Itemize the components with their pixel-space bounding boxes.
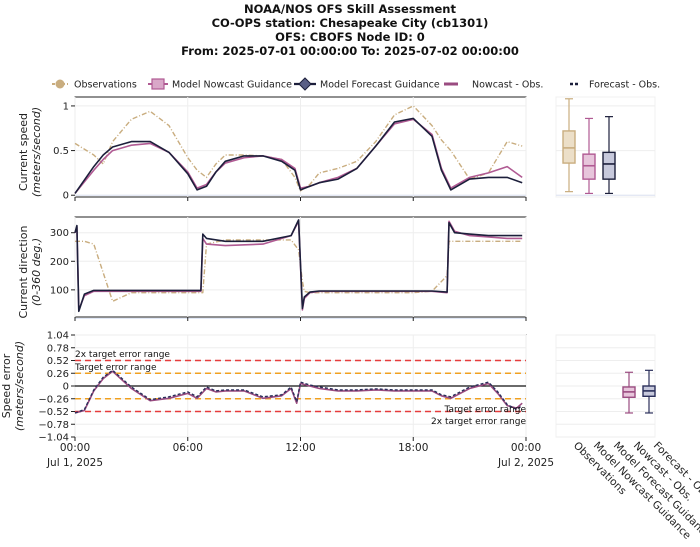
x-tick-label-4: 00:00 — [511, 442, 541, 454]
legend-item-nowcast-error[interactable]: Nowcast - Obs. — [444, 80, 543, 91]
y-tick-label-1-1: 200 — [50, 257, 69, 268]
annotation-upper-2x: 2x target error range — [75, 350, 170, 360]
legend-marker-nowcast — [151, 78, 165, 90]
y-tick-label-0-2: 1 — [63, 101, 69, 112]
box-body-0-0 — [562, 130, 576, 164]
time-series-panel-0: 00.51 — [53, 96, 527, 202]
annotation-upper-1x: Target error range — [74, 363, 157, 373]
x-axis: 00:00 06:00 12:00 18:00 00:00 Jul 1, 2025 Jul … — [46, 442, 554, 469]
y-tick-label-1-0: 100 — [50, 285, 69, 296]
y-tick-label-2-3: −0.26 — [38, 394, 69, 405]
legend-label-forecast-error: Forecast - Obs. — [589, 80, 660, 91]
series-line-0-0 — [74, 105, 523, 192]
y-title-speed-unit: (meters/second) — [30, 107, 43, 197]
time-series-panel-1: 100 200 300 — [50, 216, 527, 321]
y-title-direction: Current direction (0-360 deg.) — [17, 225, 43, 318]
y-tick-label-2-1: −0.78 — [38, 420, 69, 431]
legend-label-nowcast-error: Nowcast - Obs. — [472, 80, 543, 91]
y-title-direction-unit: (0-360 deg.) — [30, 238, 43, 306]
y-tick-label-2-4: 0 — [63, 382, 69, 393]
y-tick-label-2-8: 1.04 — [47, 331, 69, 342]
x-date-label-1: Jul 2, 2025 — [497, 457, 554, 469]
legend-item-forecast-error[interactable]: Forecast - Obs. — [570, 80, 660, 91]
annotation-lower-2x: 2x target error range — [431, 417, 526, 427]
y-tick-label-0-0: 0 — [63, 191, 69, 202]
time-series-panel-2: −1.04 −0.78 −0.52 −0.260 0.26 0.52 0.781.04 — [38, 331, 527, 444]
title-line-1: NOAA/NOS OFS Skill Assessment — [244, 2, 457, 16]
x-date-label-0: Jul 1, 2025 — [46, 457, 103, 469]
legend-label-forecast: Model Forecast Guidance — [320, 80, 440, 91]
legend-item-forecast[interactable]: Model Forecast Guidance — [294, 77, 440, 91]
x-tick-label-2: 12:00 — [285, 442, 315, 454]
y-tick-label-0-1: 0.5 — [53, 146, 69, 157]
box-body-0-2 — [602, 151, 616, 180]
legend: Observations Model Nowcast Guidance Mode… — [52, 77, 660, 91]
box-panel-1 — [555, 334, 656, 438]
y-tick-label-2-0: −1.04 — [38, 433, 69, 444]
legend-marker-forecast — [298, 77, 312, 91]
box-panel-0 — [555, 96, 656, 198]
y-title-direction-label: Current direction — [17, 225, 30, 318]
series-line-1-2 — [74, 219, 523, 313]
legend-marker-observations — [55, 79, 65, 89]
legend-label-nowcast: Model Nowcast Guidance — [172, 80, 292, 91]
legend-item-observations[interactable]: Observations — [52, 79, 137, 91]
box-body-0-1 — [582, 153, 596, 180]
x-tick-label-1: 06:00 — [173, 442, 203, 454]
y-title-speed: Current speed (meters/second) — [17, 107, 43, 197]
figure-title: NOAA/NOS OFS Skill Assessment CO-OPS sta… — [181, 2, 519, 58]
y-tick-label-2-6: 0.52 — [47, 356, 69, 367]
y-axis-titles: Current speed (meters/second) Current di… — [0, 107, 43, 431]
y-tick-label-2-5: 0.26 — [47, 369, 69, 380]
y-title-error-label: Speed error — [0, 353, 13, 418]
y-tick-label-2-7: 0.78 — [47, 343, 69, 354]
y-title-error: Speed error (meters/second) — [0, 341, 26, 431]
x-tick-label-3: 18:00 — [398, 442, 428, 454]
y-tick-label-1-2: 300 — [50, 228, 69, 239]
title-line-2: CO-OPS station: Chesapeake City (cb1301) — [212, 16, 489, 30]
series-line-0-2 — [74, 117, 523, 194]
legend-label-observations: Observations — [74, 80, 137, 91]
panels: 00.51100200300−1.04−0.78−0.52−0.2600.260… — [38, 96, 656, 444]
annotation-lower-1x: Target error range — [443, 405, 526, 415]
series-line-2-0 — [74, 370, 523, 414]
legend-item-nowcast[interactable]: Model Nowcast Guidance — [148, 78, 292, 91]
error-annotations: 2x target error range Target error range… — [74, 350, 526, 427]
title-line-4: From: 2025-07-01 00:00:00 To: 2025-07-02… — [181, 44, 519, 58]
y-title-error-unit: (meters/second) — [13, 341, 26, 431]
y-tick-label-2-2: −0.52 — [38, 407, 69, 418]
title-line-3: OFS: CBOFS Node ID: 0 — [275, 30, 425, 44]
y-title-speed-label: Current speed — [17, 113, 30, 191]
x-tick-label-0: 00:00 — [60, 442, 90, 454]
